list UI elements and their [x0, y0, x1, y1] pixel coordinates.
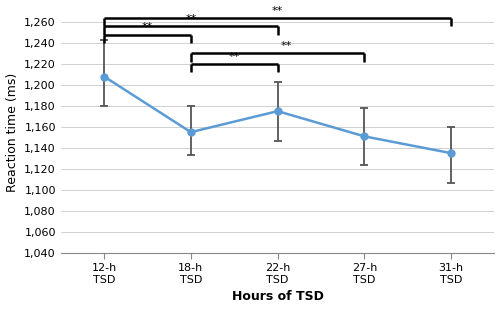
Y-axis label: Reaction time (ms): Reaction time (ms) — [6, 73, 18, 192]
Text: **: ** — [185, 14, 196, 24]
Text: **: ** — [142, 23, 153, 32]
Text: **: ** — [280, 41, 292, 51]
Text: **: ** — [272, 6, 283, 16]
Text: **: ** — [228, 52, 240, 62]
X-axis label: Hours of TSD: Hours of TSD — [232, 290, 324, 303]
